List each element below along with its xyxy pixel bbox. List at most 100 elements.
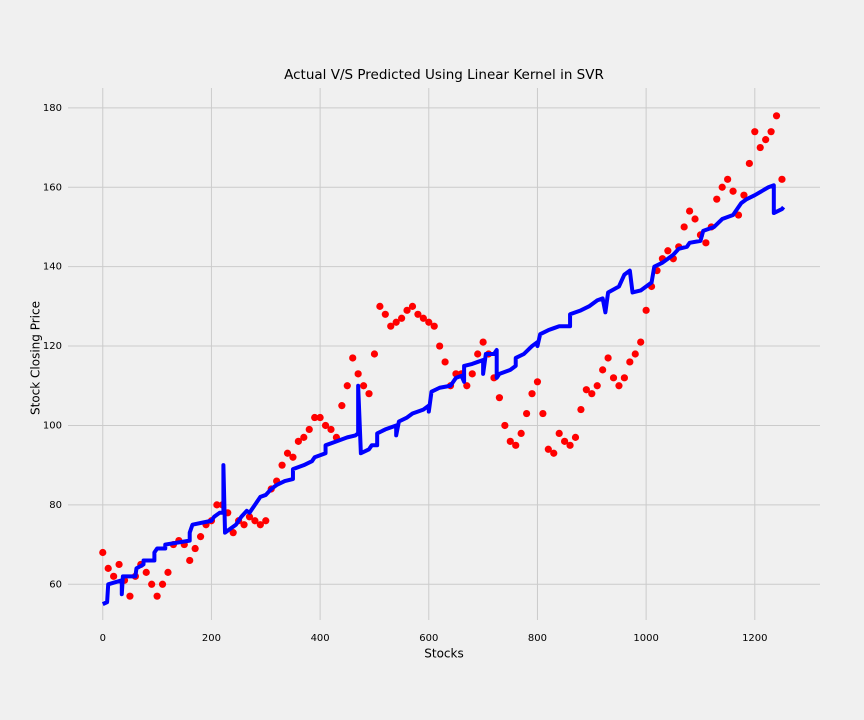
scatter-point <box>387 322 395 330</box>
scatter-point <box>495 394 504 402</box>
scatter-point <box>582 386 590 394</box>
scatter-point <box>533 378 542 386</box>
scatter-point <box>506 437 514 445</box>
scatter-point <box>414 310 422 318</box>
scatter-point <box>430 322 438 330</box>
x-tick-label: 1000 <box>633 633 658 644</box>
scatter-point <box>626 358 634 366</box>
scatter-point <box>104 564 112 572</box>
scatter-point <box>468 370 476 378</box>
scatter-point <box>251 517 259 525</box>
chart-title: Actual V/S Predicted Using Linear Kernel… <box>284 67 604 83</box>
scatter-point <box>359 382 368 390</box>
scatter-point <box>158 580 167 588</box>
scatter-point <box>604 354 612 362</box>
scatter-point <box>539 409 547 418</box>
y-axis-label: Stock Closing Price <box>29 301 43 415</box>
scatter-point <box>702 239 710 247</box>
scatter-point <box>327 425 335 434</box>
x-tick-label: 0 <box>100 633 106 644</box>
scatter-point <box>740 191 748 199</box>
scatter-point <box>756 143 764 152</box>
scatter-point <box>599 366 607 374</box>
x-tick-label: 600 <box>419 633 438 644</box>
scatter-point <box>321 421 330 430</box>
x-tick-label: 800 <box>528 633 547 644</box>
scatter-point <box>620 374 628 382</box>
x-tick-label: 400 <box>311 633 330 644</box>
scatter-point <box>245 513 254 521</box>
scatter-point <box>637 338 645 346</box>
scatter-point <box>408 302 417 310</box>
scatter-point <box>615 382 623 390</box>
scatter-point <box>300 433 308 441</box>
x-tick-label: 200 <box>202 633 221 644</box>
y-tick-label: 80 <box>49 500 62 511</box>
scatter-point <box>316 413 324 422</box>
scatter-point <box>691 215 699 223</box>
scatter-point <box>544 445 552 453</box>
y-tick-label: 100 <box>43 420 62 431</box>
scatter-point <box>588 390 596 398</box>
scatter-point <box>577 405 585 414</box>
scatter-point <box>164 568 172 576</box>
scatter-point <box>778 175 786 183</box>
scatter-point <box>283 449 292 457</box>
scatter-point <box>240 521 248 529</box>
scatter-point <box>370 350 379 358</box>
scatter-point <box>642 306 650 314</box>
scatter-point <box>142 568 150 576</box>
x-axis-label: Stocks <box>424 647 463 661</box>
scatter-point <box>463 382 471 390</box>
scatter-point <box>403 306 411 314</box>
scatter-point <box>664 247 672 255</box>
scatter-point <box>767 128 775 136</box>
scatter-point <box>566 441 574 449</box>
scatter-point <box>593 382 601 390</box>
scatter-point <box>256 521 264 529</box>
scatter-point <box>729 187 737 195</box>
prediction-line <box>101 183 786 606</box>
scatter-point <box>376 302 384 310</box>
scatter-point <box>571 433 580 441</box>
scatter-point <box>311 413 319 422</box>
y-tick-label: 120 <box>43 341 62 352</box>
y-tick-label: 180 <box>43 103 62 114</box>
scatter-point <box>338 402 346 410</box>
scatter-point <box>148 580 156 588</box>
scatter-point <box>724 175 732 183</box>
scatter-point <box>680 223 688 231</box>
scatter-point <box>365 390 373 398</box>
scatter-point <box>425 318 433 326</box>
scatter-point <box>528 390 536 398</box>
scatter-point <box>278 461 286 469</box>
scatter-point <box>343 382 351 390</box>
scatter-point <box>762 136 770 144</box>
y-tick-label: 160 <box>43 182 62 193</box>
scatter-point <box>512 441 520 449</box>
y-tick-label: 60 <box>49 579 62 590</box>
scatter-point <box>441 358 449 366</box>
scatter-point <box>631 350 639 358</box>
scatter-point <box>555 429 563 438</box>
scatter-point <box>126 592 134 600</box>
scatter-point <box>479 338 487 346</box>
scatter-point <box>772 112 781 120</box>
scatter-point <box>718 183 726 191</box>
scatter-point <box>685 207 694 215</box>
scatter-point <box>294 437 302 445</box>
scatter-point <box>522 409 531 418</box>
scatter-point <box>550 449 558 457</box>
scatter-point <box>398 314 406 322</box>
scatter-point <box>609 374 618 382</box>
x-tick-label: 1200 <box>742 633 767 644</box>
scatter-point <box>501 421 509 430</box>
scatter-point <box>745 159 753 168</box>
scatter-point <box>751 128 759 136</box>
scatter-point <box>561 437 569 445</box>
scatter-point <box>186 556 194 565</box>
scatter-point <box>713 195 721 203</box>
scatter-point <box>153 592 161 600</box>
y-tick-label: 140 <box>43 262 62 273</box>
scatter-point <box>354 370 362 378</box>
